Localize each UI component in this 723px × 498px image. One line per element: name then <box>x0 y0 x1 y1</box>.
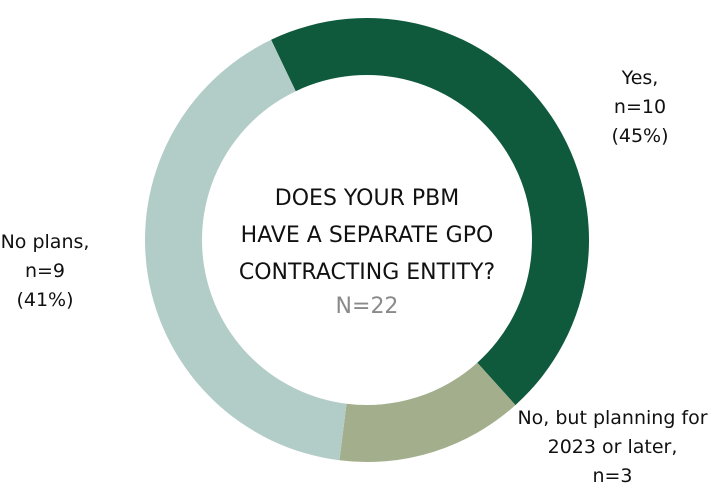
value-label: n=3 <box>592 465 633 487</box>
category-label: Yes, <box>621 67 659 89</box>
total-label: N=22 <box>335 294 399 319</box>
center-title: DOES YOUR PBM HAVE A SEPARATE GPO CONTRA… <box>197 180 537 323</box>
slice-label: Yes, n=10 (45%) <box>570 64 710 151</box>
slice <box>144 39 347 461</box>
slice <box>339 362 516 463</box>
category-label: No plans, <box>0 231 90 253</box>
title-line: CONTRACTING ENTITY? <box>238 260 496 285</box>
slice <box>271 18 590 406</box>
title-line: DOES YOUR PBM <box>274 186 460 211</box>
value-label: n=10 <box>613 96 667 118</box>
slice-label: No, but planning for 2023 or later, n=3 <box>505 404 720 491</box>
percent-label: (45%) <box>611 125 669 147</box>
value-label: n=9 <box>24 260 66 282</box>
category-label: No, but planning for 2023 or later, <box>517 407 708 458</box>
slice-label: No plans, n=9 (41%) <box>0 228 115 315</box>
percent-label: (41%) <box>16 289 74 311</box>
title-line: HAVE A SEPARATE GPO <box>240 223 494 248</box>
